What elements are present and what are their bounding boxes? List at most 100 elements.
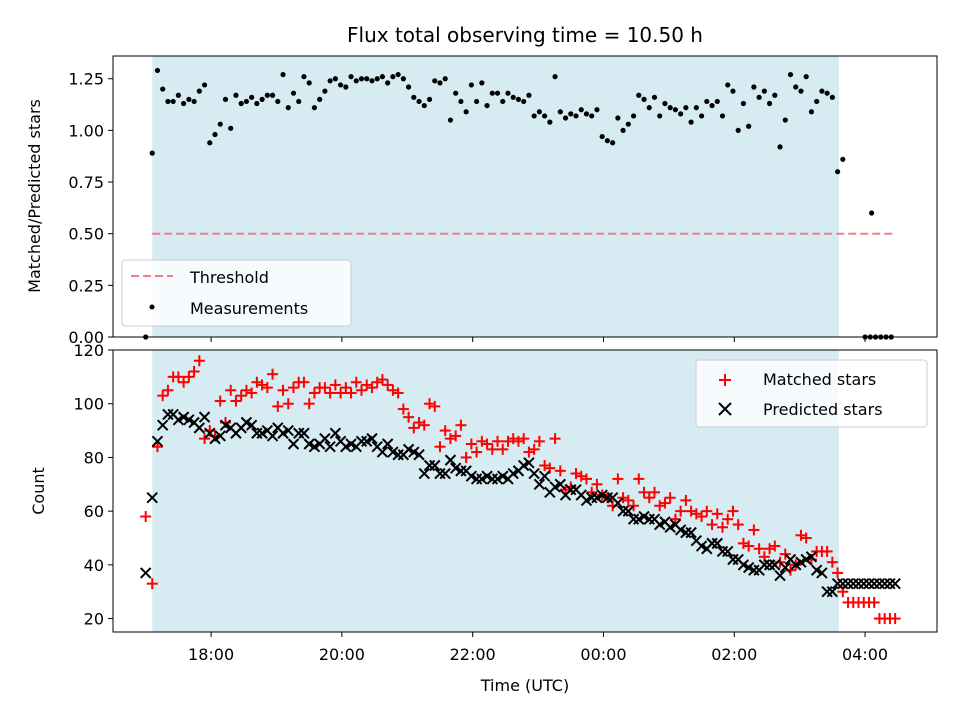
matched-star-marker bbox=[701, 505, 713, 517]
measurement-point bbox=[269, 92, 276, 98]
matched-star-marker bbox=[282, 398, 294, 410]
matched-star-marker bbox=[648, 486, 660, 498]
predicted-star-marker bbox=[251, 427, 263, 439]
matched-star-marker bbox=[612, 473, 624, 485]
predicted-star-marker bbox=[470, 473, 483, 485]
top-y-axis: 0.00 0.25 0.50 0.75 1.00 1.25 bbox=[68, 70, 113, 347]
measurement-point bbox=[651, 94, 658, 100]
measurement-point bbox=[416, 98, 422, 105]
bottom-legend-box bbox=[695, 359, 928, 428]
x-tick-label: 00:00 bbox=[580, 645, 626, 664]
matched-star-marker bbox=[157, 390, 169, 402]
predicted-star-marker bbox=[214, 430, 226, 442]
matched-star-marker bbox=[267, 368, 279, 380]
matched-star-marker bbox=[743, 540, 755, 552]
predicted-star-marker bbox=[601, 492, 614, 504]
measurements-legend-icon bbox=[149, 304, 155, 310]
measurement-point bbox=[264, 92, 270, 98]
predicted-star-marker bbox=[769, 559, 781, 571]
measurement-point bbox=[824, 90, 830, 96]
top-y-tick-label: 0.00 bbox=[68, 328, 104, 347]
measurement-point bbox=[583, 111, 590, 117]
matched-star-marker bbox=[376, 374, 388, 386]
matched-star-marker bbox=[366, 382, 378, 394]
measurement-point bbox=[730, 88, 736, 94]
predicted-star-marker bbox=[355, 435, 368, 448]
matched-star-marker bbox=[329, 379, 341, 391]
matched-star-marker bbox=[643, 492, 655, 504]
measurement-point bbox=[358, 76, 365, 82]
measurement-point bbox=[458, 98, 464, 105]
measurement-point bbox=[552, 74, 558, 80]
predicted-star-marker bbox=[758, 559, 771, 571]
predicted-stars-points bbox=[139, 408, 901, 598]
measurement-point bbox=[683, 105, 689, 111]
measurement-point bbox=[228, 125, 234, 131]
measurement-point bbox=[793, 84, 799, 90]
measurement-point bbox=[306, 80, 312, 86]
measurement-point bbox=[636, 92, 642, 98]
measurement-point bbox=[327, 78, 333, 84]
measurement-point bbox=[500, 98, 506, 105]
measurement-point bbox=[814, 98, 820, 105]
matched-star-marker bbox=[382, 379, 394, 391]
matched-star-marker bbox=[183, 371, 195, 383]
matched-star-marker bbox=[345, 387, 357, 399]
measurement-point bbox=[589, 113, 595, 119]
measurement-point bbox=[772, 92, 778, 98]
measurement-point bbox=[201, 82, 208, 88]
predicted-star-marker bbox=[884, 577, 896, 590]
measurement-point bbox=[740, 100, 747, 107]
measurement-point bbox=[594, 107, 600, 113]
predicted-star-marker bbox=[805, 551, 818, 563]
predicted-star-marker bbox=[146, 492, 158, 504]
measurement-point bbox=[798, 88, 804, 94]
matched-star-marker bbox=[659, 497, 671, 509]
measurement-point bbox=[411, 94, 417, 100]
bottom-y-tick-label: 60 bbox=[84, 502, 104, 521]
measurement-point bbox=[337, 82, 344, 88]
matched-star-marker bbox=[418, 419, 430, 431]
top-legend: Threshold Measurements bbox=[121, 259, 352, 327]
matched-star-marker bbox=[277, 384, 289, 396]
measurement-point bbox=[615, 115, 621, 121]
matched-star-marker bbox=[199, 433, 211, 445]
top-legend-box bbox=[121, 259, 352, 327]
measurement-point bbox=[777, 144, 783, 150]
measurement-point bbox=[829, 94, 835, 100]
measurement-point bbox=[494, 90, 501, 96]
matched-star-marker bbox=[518, 433, 530, 445]
matched-star-marker bbox=[235, 390, 247, 402]
measurement-point bbox=[840, 156, 846, 162]
predicted-star-marker bbox=[282, 424, 294, 437]
top-x-ticks bbox=[210, 337, 866, 342]
measurement-point bbox=[196, 88, 202, 94]
predicted-star-marker bbox=[439, 467, 451, 480]
matched-star-marker bbox=[172, 371, 184, 383]
measurement-point bbox=[154, 67, 161, 74]
predicted-star-marker bbox=[293, 427, 305, 439]
bottom-panel: 20 40 60 80 100 120 18:00 20:00 22:00 00:00 02:00… bbox=[29, 341, 938, 695]
bottom-x-axis: 18:00 20:00 22:00 00:00 02:00 04:00 bbox=[188, 632, 888, 664]
predicted-star-marker bbox=[198, 411, 211, 423]
predicted-star-marker bbox=[878, 577, 891, 590]
measurement-point bbox=[672, 107, 679, 113]
measurement-point bbox=[562, 115, 569, 121]
x-tick-label: 02:00 bbox=[711, 645, 757, 664]
bottom-y-axis: 20 40 60 80 100 120 bbox=[73, 341, 113, 629]
measurement-point bbox=[746, 123, 752, 129]
measurement-point bbox=[317, 96, 323, 102]
predicted-legend-icon bbox=[718, 402, 732, 416]
measurement-point bbox=[526, 92, 532, 98]
measurement-point bbox=[869, 210, 875, 216]
measurement-point bbox=[625, 121, 631, 127]
predicted-star-marker bbox=[423, 459, 436, 472]
measurement-point bbox=[332, 76, 338, 82]
top-y-tick-label: 0.25 bbox=[68, 276, 104, 295]
measurement-point bbox=[719, 113, 726, 119]
matched-star-marker bbox=[178, 376, 190, 388]
measurement-point bbox=[353, 78, 359, 84]
predicted-star-marker bbox=[193, 422, 206, 434]
measurement-point bbox=[599, 133, 605, 140]
predicted-star-marker bbox=[486, 473, 499, 485]
